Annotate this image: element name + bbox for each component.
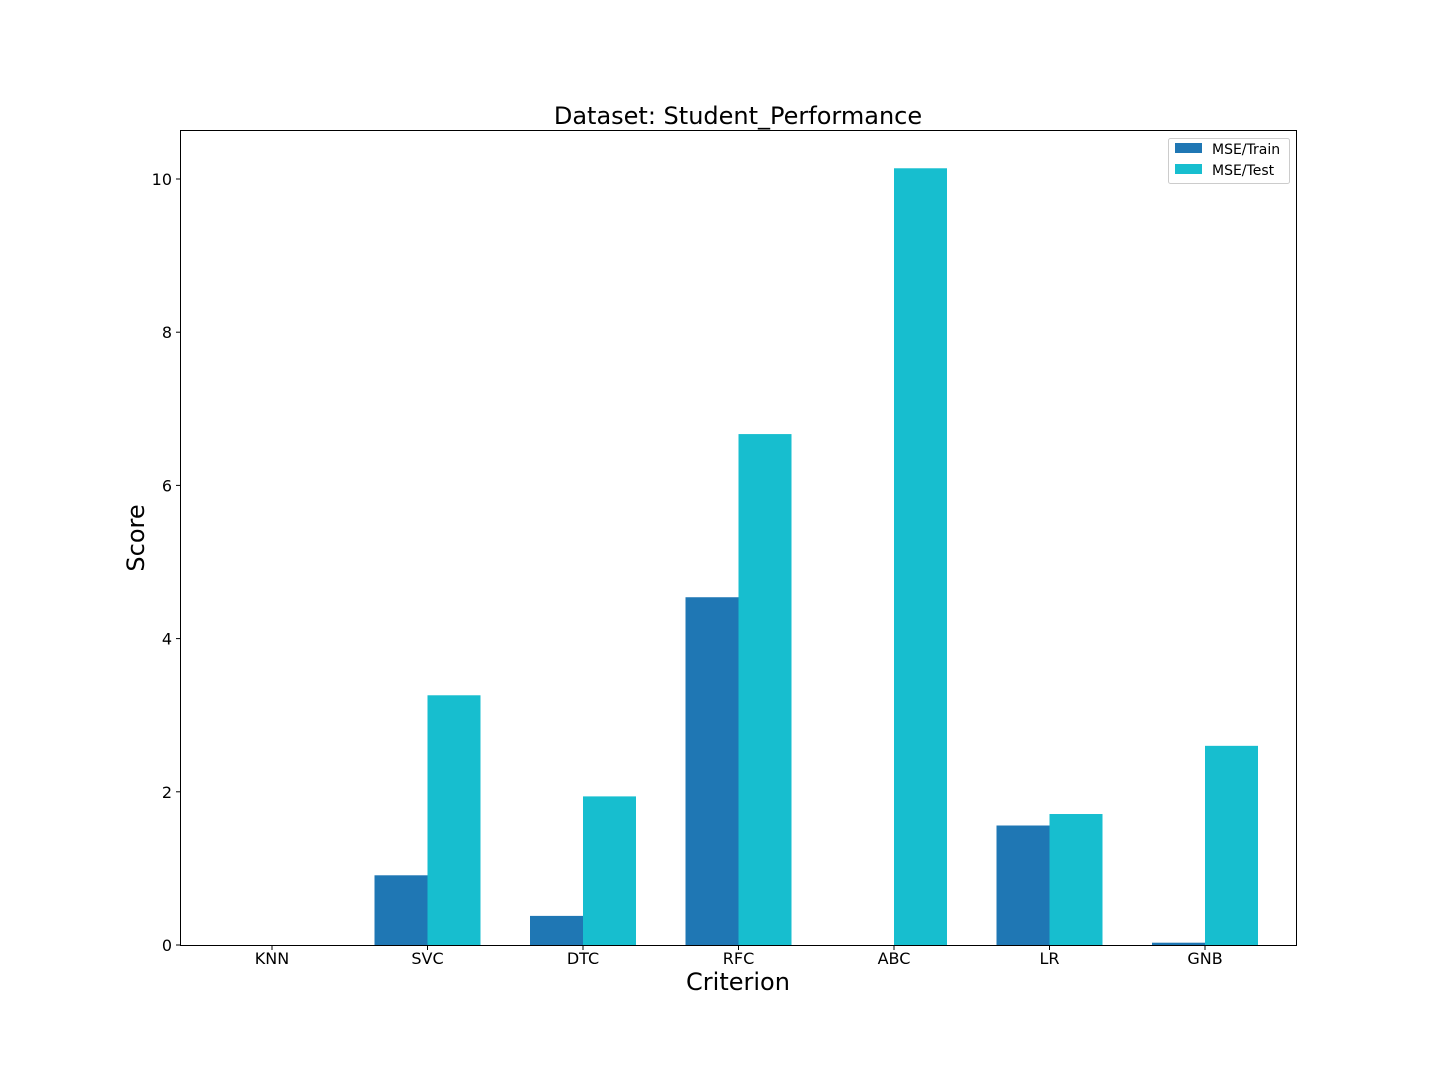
x-tick-label-svc: SVC [411,949,443,968]
bar-dtc-mse-test [583,796,636,945]
x-tick-label-knn: KNN [255,949,289,968]
y-axis: 0 2 4 6 8 10 [152,170,181,955]
x-axis-label: Criterion [686,968,790,996]
bar-svc-mse-train [374,875,428,945]
legend: MSE/Train MSE/Test [1168,138,1290,184]
x-tick-label-abc: ABC [878,949,911,968]
bar-dtc-mse-train [530,915,583,945]
bar-rfc-mse-test [738,434,792,945]
y-tick-label: 2 [162,783,172,802]
y-tick-label: 0 [162,936,172,955]
y-tick-label: 10 [152,170,172,189]
x-tick-label-rfc: RFC [723,949,755,968]
x-axis: KNN SVC DTC RFC ABC LR GNB [255,945,1223,968]
y-tick-label: 6 [162,476,172,495]
y-tick-label: 4 [162,630,172,649]
bar-gnb-mse-train [1152,942,1205,945]
legend-label-test: MSE/Test [1212,163,1275,179]
y-tick-label: 8 [162,323,172,342]
legend-swatch-train [1175,143,1202,153]
bar-abc-mse-test [894,168,947,945]
legend-swatch-test [1175,164,1202,174]
legend-label-train: MSE/Train [1212,142,1280,158]
bars-group [374,168,1258,945]
x-tick-label-gnb: GNB [1187,949,1222,968]
chart-title: Dataset: Student_Performance [554,102,922,130]
bar-gnb-mse-test [1205,745,1258,945]
bar-lr-mse-train [996,825,1050,945]
x-tick-label-dtc: DTC [567,949,599,968]
bar-lr-mse-test [1049,814,1103,945]
bar-rfc-mse-train [685,597,739,945]
y-axis-label: Score [122,504,150,571]
bar-svc-mse-test [427,695,481,945]
x-tick-label-lr: LR [1039,949,1059,968]
